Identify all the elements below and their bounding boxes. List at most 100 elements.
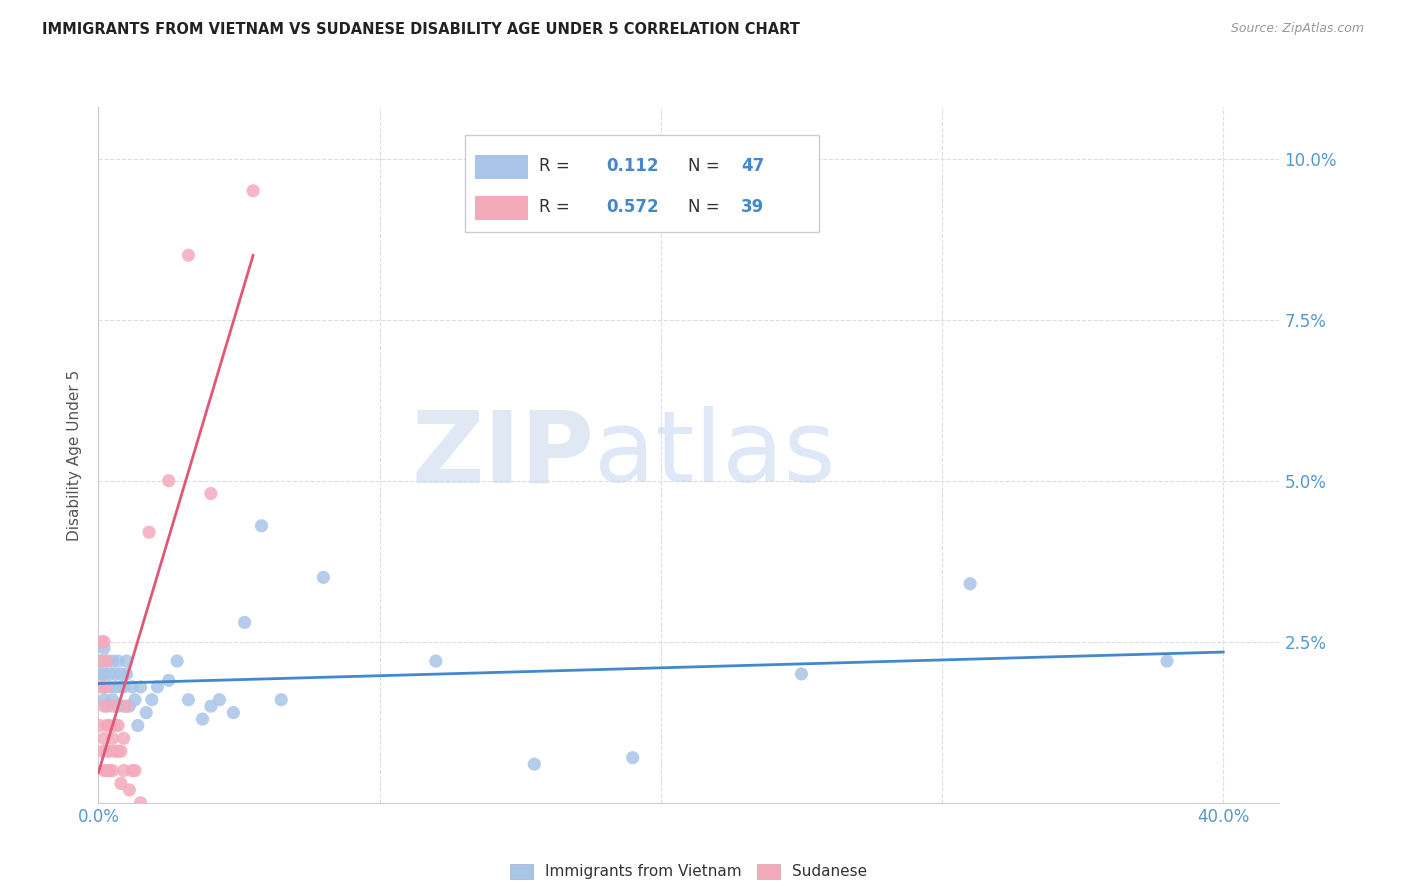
Text: N =: N = [688, 198, 724, 216]
Point [138, 525, 160, 540]
Text: 0.112: 0.112 [606, 157, 659, 175]
Point [141, 692, 163, 706]
Point [93, 699, 115, 714]
Point [110, 680, 132, 694]
Text: 47: 47 [741, 157, 763, 175]
Point [112, 731, 135, 746]
Point [621, 750, 644, 764]
Point [112, 699, 135, 714]
Point [270, 692, 292, 706]
Point [233, 615, 256, 630]
Point [110, 667, 132, 681]
Point [959, 576, 981, 591]
Point [112, 764, 135, 778]
Point [93, 680, 115, 694]
Point [129, 796, 152, 810]
Point [107, 654, 129, 668]
Point [118, 783, 141, 797]
Y-axis label: Disability Age Under 5: Disability Age Under 5 [67, 369, 83, 541]
Text: atlas: atlas [595, 407, 837, 503]
Point [112, 680, 135, 694]
Point [90, 634, 112, 648]
Point [96, 699, 118, 714]
Legend: Immigrants from Vietnam, Sudanese: Immigrants from Vietnam, Sudanese [505, 857, 873, 886]
Point [121, 680, 143, 694]
Point [107, 718, 129, 732]
FancyBboxPatch shape [464, 135, 818, 232]
Point [96, 744, 118, 758]
Text: 0.572: 0.572 [606, 198, 659, 216]
Point [115, 699, 138, 714]
Point [146, 680, 169, 694]
Point [96, 680, 118, 694]
Point [104, 744, 127, 758]
Point [96, 654, 118, 668]
Point [101, 692, 124, 706]
Point [124, 764, 146, 778]
Point [89, 718, 111, 732]
Point [127, 718, 149, 732]
Point [523, 757, 546, 772]
Point [110, 744, 132, 758]
Point [121, 764, 143, 778]
Point [96, 718, 118, 732]
Text: Source: ZipAtlas.com: Source: ZipAtlas.com [1230, 22, 1364, 36]
Point [157, 474, 180, 488]
Point [98, 764, 121, 778]
Point [93, 764, 115, 778]
Point [129, 680, 152, 694]
Point [250, 518, 273, 533]
Point [101, 654, 124, 668]
Point [104, 680, 127, 694]
Point [107, 744, 129, 758]
Point [312, 570, 335, 584]
Point [124, 692, 146, 706]
Point [208, 692, 231, 706]
Text: 39: 39 [741, 198, 763, 216]
Point [157, 673, 180, 688]
Point [96, 764, 118, 778]
Point [93, 731, 115, 746]
Point [90, 654, 112, 668]
Point [166, 654, 188, 668]
Point [110, 776, 132, 790]
Point [107, 699, 129, 714]
Point [115, 667, 138, 681]
Point [93, 692, 115, 706]
Text: IMMIGRANTS FROM VIETNAM VS SUDANESE DISABILITY AGE UNDER 5 CORRELATION CHART: IMMIGRANTS FROM VIETNAM VS SUDANESE DISA… [42, 22, 800, 37]
Point [104, 667, 127, 681]
Point [101, 731, 124, 746]
Point [90, 667, 112, 681]
Point [177, 248, 200, 262]
Point [93, 680, 115, 694]
Point [177, 692, 200, 706]
Point [790, 667, 813, 681]
Point [222, 706, 245, 720]
Point [98, 680, 121, 694]
Point [191, 712, 214, 726]
Point [115, 654, 138, 668]
Point [90, 680, 112, 694]
Point [98, 718, 121, 732]
Point [93, 667, 115, 681]
Point [425, 654, 447, 668]
Point [98, 667, 121, 681]
Point [118, 699, 141, 714]
Point [200, 699, 222, 714]
Point [1156, 654, 1178, 668]
Point [135, 706, 157, 720]
Point [96, 654, 118, 668]
Point [98, 744, 121, 758]
Point [200, 486, 222, 500]
Point [101, 764, 124, 778]
Point [101, 699, 124, 714]
Text: ZIP: ZIP [412, 407, 595, 503]
Text: N =: N = [688, 157, 724, 175]
Point [104, 718, 127, 732]
Point [90, 654, 112, 668]
Point [93, 634, 115, 648]
Text: R =: R = [538, 157, 575, 175]
Point [91, 744, 114, 758]
FancyBboxPatch shape [475, 196, 529, 219]
FancyBboxPatch shape [475, 155, 529, 178]
